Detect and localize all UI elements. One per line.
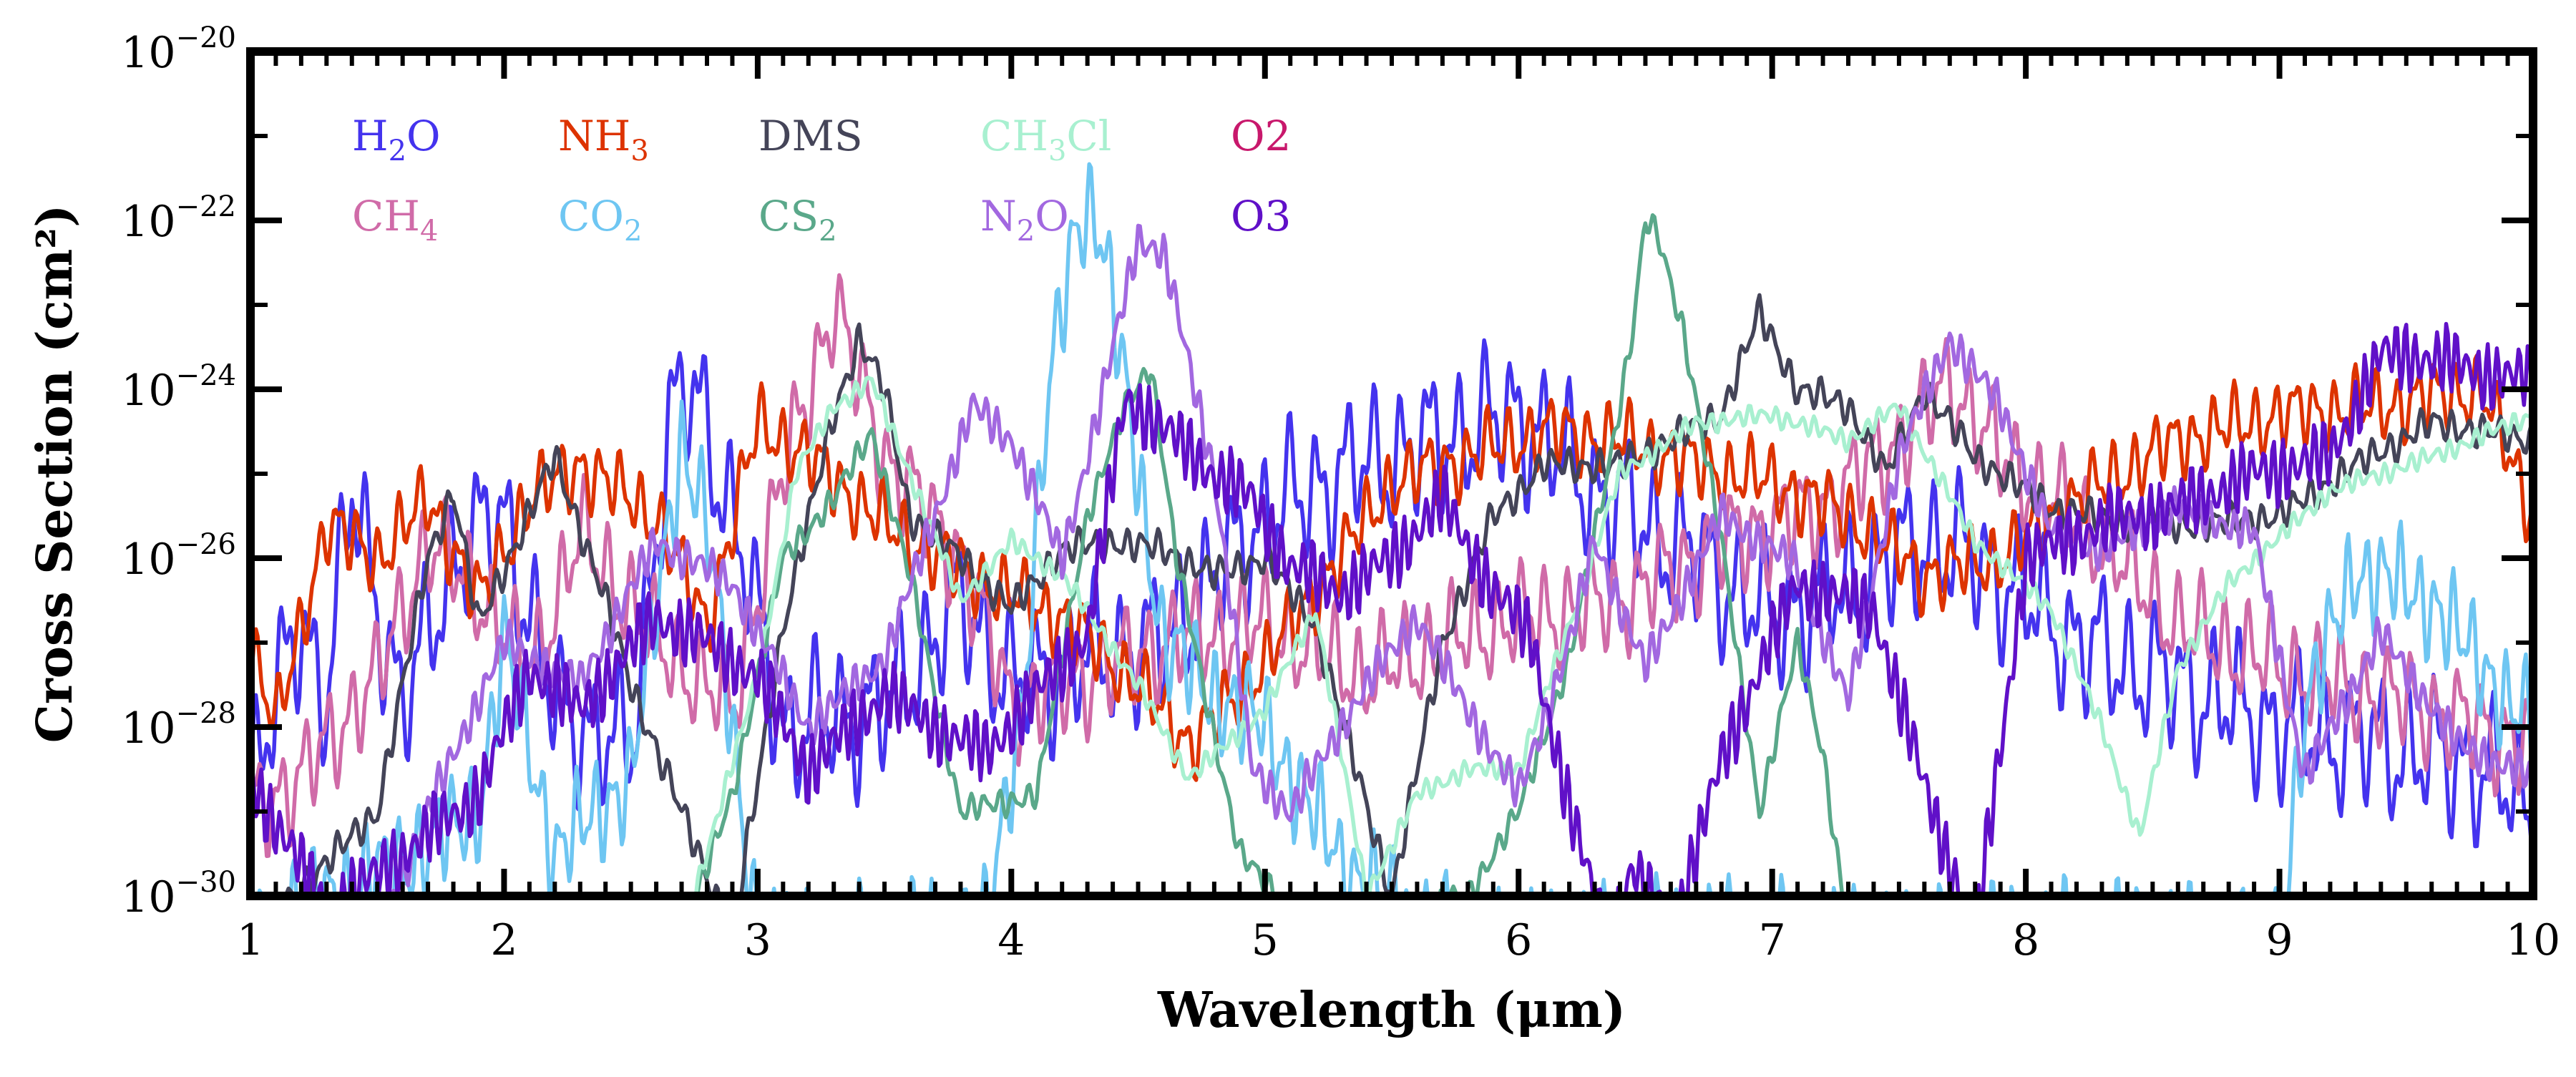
x-tick-label: 1 [237, 915, 264, 965]
legend-entry-h2o: H2O [352, 112, 441, 167]
legend: H2O CH4 NH3 CO2 DMS CS2 CH3Cl N2O O2 O3 [352, 112, 1291, 248]
y-tick-label: 10−30 [121, 866, 236, 922]
y-tick-label: 10−20 [121, 21, 236, 78]
x-tick-label: 9 [2265, 915, 2293, 965]
series-line-h2o [250, 338, 2533, 874]
x-tick-label: 7 [1759, 915, 1786, 965]
series-line-nh3 [250, 354, 2533, 782]
series-line-o3 [250, 321, 2533, 896]
series-line-ch3cl [693, 375, 2533, 896]
legend-entry-ch3cl: CH3Cl [980, 112, 1111, 167]
y-axis-title: Cross Section (cm²) [26, 205, 84, 744]
y-tick-label: 10−22 [121, 190, 236, 247]
x-tick-label: 5 [1252, 915, 1279, 965]
series-line-ch4 [250, 273, 2533, 859]
legend-entry-co2: CO2 [558, 192, 642, 248]
x-tick-label: 8 [2012, 915, 2039, 965]
legend-entry-dms: DMS [758, 112, 863, 160]
x-tick-label: 10 [2506, 915, 2560, 965]
legend-entry-o2: O2 [1231, 112, 1291, 160]
series-line-n2o [389, 223, 2533, 896]
y-tick-label: 10−26 [121, 528, 236, 585]
x-axis-title: Wavelength (μm) [1157, 982, 1626, 1039]
x-tick-label: 6 [1505, 915, 1532, 965]
x-tick-label: 4 [997, 915, 1025, 965]
legend-entry-o3: O3 [1231, 192, 1291, 240]
y-tick-label: 10−24 [121, 359, 236, 416]
legend-entry-n2o: N2O [980, 192, 1069, 248]
legend-entry-cs2: CS2 [758, 192, 837, 248]
legend-entry-ch4: CH4 [352, 192, 438, 248]
series-line-cs2 [695, 213, 1845, 896]
x-tick-label: 3 [744, 915, 771, 965]
series-layer [250, 162, 2533, 896]
x-tick-label: 2 [490, 915, 517, 965]
legend-entry-nh3: NH3 [558, 112, 649, 167]
y-tick-label: 10−28 [121, 697, 236, 754]
